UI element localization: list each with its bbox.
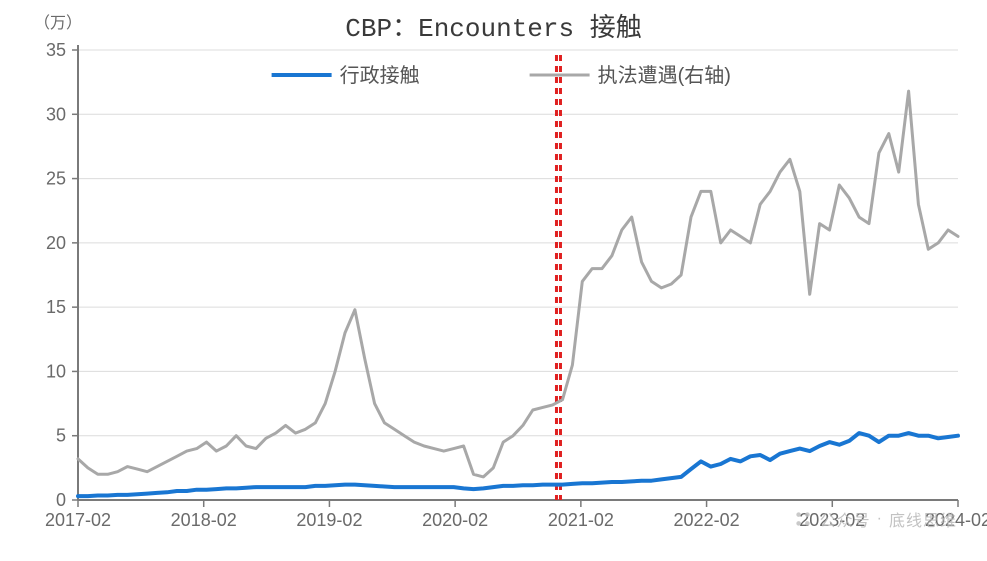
y-tick-label: 5 [56,426,66,446]
watermark-prefix: 公众号 [820,507,871,531]
chart-bg [0,0,987,561]
y-tick-label: 0 [56,490,66,510]
x-tick-label: 2020-02 [422,510,488,530]
x-tick-label: 2019-02 [296,510,362,530]
y-tick-label: 35 [46,40,66,60]
wechat-icon [792,508,814,530]
y-tick-label: 20 [46,233,66,253]
chart-title: CBP：Encounters 接触 [345,13,641,44]
legend-label: 行政接触 [340,64,420,87]
watermark-sep: · [877,510,883,528]
x-tick-label: 2021-02 [548,510,614,530]
y-tick-label: 15 [46,297,66,317]
x-tick-label: 2022-02 [674,510,740,530]
watermark-text: 底线思维 [889,507,957,531]
y-tick-label: 30 [46,104,66,124]
y-tick-label: 10 [46,361,66,381]
y-tick-label: 25 [46,169,66,189]
x-tick-label: 2017-02 [45,510,111,530]
chart-svg: 0 5 10 15 20 25 30 35 2017-02 2018-02 2019-02 2020-… [0,0,987,561]
x-tick-label: 2018-02 [171,510,237,530]
chart-container: 0 5 10 15 20 25 30 35 2017-02 2018-02 2019-02 2020-… [0,0,987,561]
legend-label: 执法遭遇(右轴) [598,64,731,87]
y-unit-label: （万） [34,14,82,32]
watermark: 公众号 · 底线思维 [792,507,957,531]
